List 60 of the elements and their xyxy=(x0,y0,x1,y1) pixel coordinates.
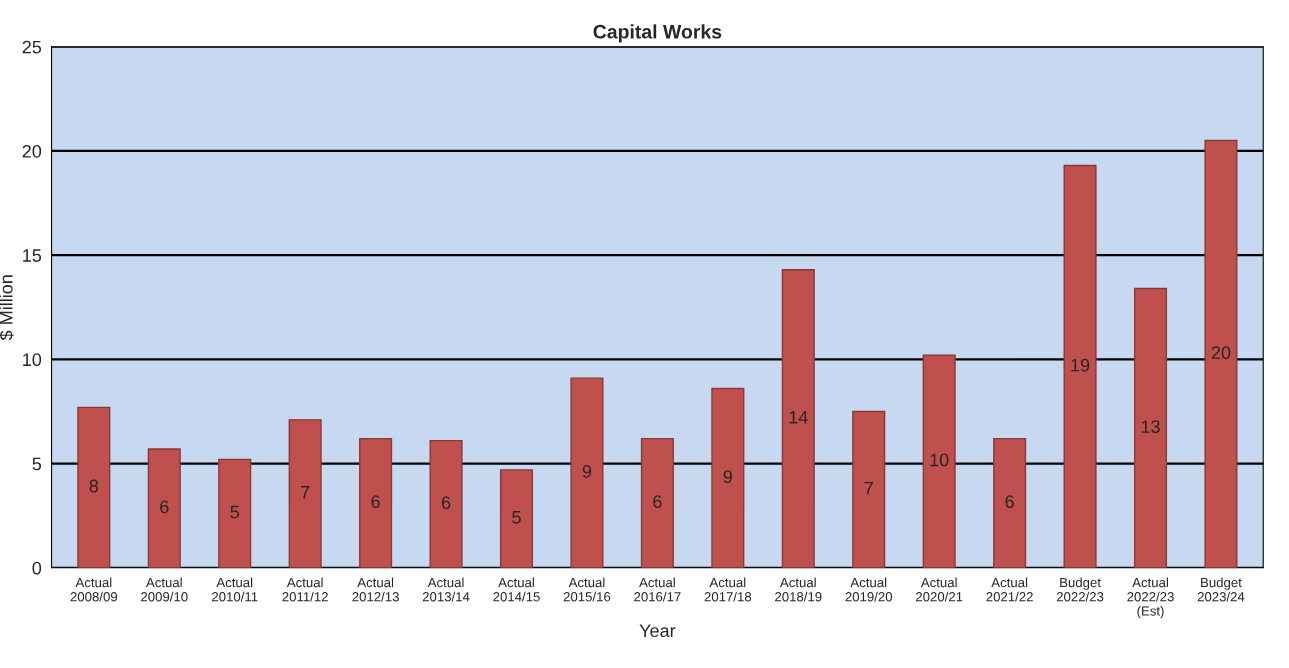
x-tick-label: Actual 2010/11 xyxy=(212,577,258,602)
y-axis-title: $ Million xyxy=(0,275,14,341)
chart-title: Capital Works xyxy=(593,24,722,43)
x-tick-label: Actual 2011/12 xyxy=(282,577,328,602)
data-label: 5 xyxy=(230,505,239,519)
bar xyxy=(77,406,111,568)
x-tick-label: Actual 2016/17 xyxy=(634,577,681,602)
y-tick-label: 10 xyxy=(23,353,42,367)
bar xyxy=(640,437,674,568)
bar xyxy=(1204,139,1238,568)
bar xyxy=(852,410,886,568)
bar xyxy=(781,269,815,568)
data-label: 6 xyxy=(441,496,451,510)
x-tick-label: Actual 2021/22 xyxy=(986,577,1033,602)
bar xyxy=(1133,287,1168,568)
data-label: 7 xyxy=(301,486,310,499)
x-tick-label: Actual 2018/19 xyxy=(775,577,822,602)
y-tick-label: 20 xyxy=(22,144,42,158)
x-tick-label: Budget 2022/23 xyxy=(1056,577,1104,602)
bar xyxy=(993,437,1027,568)
data-label: 14 xyxy=(789,411,808,424)
data-label: 13 xyxy=(1141,420,1160,434)
data-label: 9 xyxy=(582,465,592,478)
bar xyxy=(218,458,252,568)
bar xyxy=(147,448,181,568)
data-label: 6 xyxy=(1005,495,1014,509)
x-tick-label: Actual 2012/13 xyxy=(352,577,399,602)
bar xyxy=(499,469,534,568)
bar xyxy=(288,419,322,568)
x-tick-label: Actual 2022/23 (Est) xyxy=(1127,577,1174,619)
x-tick-label: Actual 2009/10 xyxy=(141,577,188,602)
bar xyxy=(359,437,393,568)
data-label: 6 xyxy=(160,500,169,514)
x-tick-label: Actual 2020/21 xyxy=(915,577,963,602)
data-label: 8 xyxy=(89,479,99,493)
bar xyxy=(922,354,956,568)
data-label: 6 xyxy=(653,495,662,509)
x-tick-label: Actual 2015/16 xyxy=(563,577,611,602)
y-tick-label: 5 xyxy=(32,457,42,471)
x-tick-label: Actual 2017/18 xyxy=(704,577,752,602)
y-tick-label: 15 xyxy=(23,249,42,262)
data-label: 10 xyxy=(930,453,949,467)
data-label: 5 xyxy=(512,511,521,524)
bar xyxy=(570,377,604,568)
x-axis-title: Year xyxy=(639,624,676,638)
data-label: 9 xyxy=(723,470,732,484)
data-label: 6 xyxy=(371,495,380,509)
bar xyxy=(429,439,463,568)
y-tick-label: 25 xyxy=(22,40,42,54)
x-tick-label: Actual 2019/20 xyxy=(845,577,893,602)
data-label: 19 xyxy=(1071,358,1090,372)
bar xyxy=(711,387,745,568)
data-label: 20 xyxy=(1211,346,1231,360)
x-tick-label: Actual 2013/14 xyxy=(422,577,470,602)
x-tick-label: Actual 2014/15 xyxy=(493,577,540,602)
data-label: 7 xyxy=(864,481,873,495)
y-tick-label: 0 xyxy=(32,561,42,575)
x-tick-label: Budget 2023/24 xyxy=(1197,577,1245,602)
x-tick-label: Actual 2008/09 xyxy=(70,577,118,602)
bar xyxy=(1063,164,1097,568)
